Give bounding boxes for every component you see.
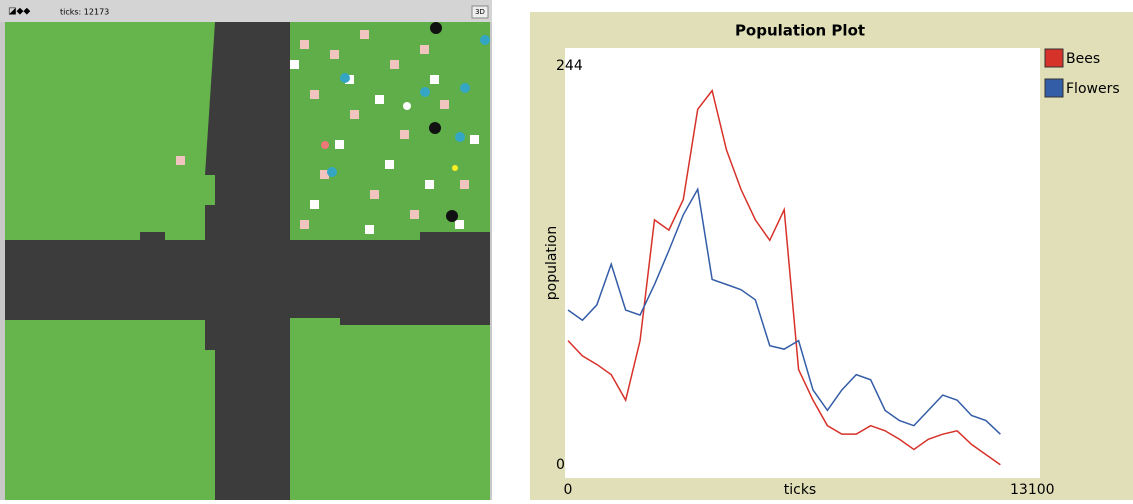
world-view: ◪◆◆ ticks: 12173 3D [0,0,492,500]
legend-swatch [1044,48,1064,68]
legend-swatch [1044,78,1064,98]
legend-label: Bees [1066,51,1100,67]
3d-button[interactable] [471,5,489,19]
x-tick-label: 13100 [1010,482,1055,498]
flowers [321,22,490,222]
legend-label: Flowers [1066,81,1120,97]
plot-area [565,48,1040,478]
3d-button-label[interactable]: 3D [475,8,485,16]
plot-title: Population Plot [735,22,865,40]
view-toolbar [0,0,492,22]
road [5,22,290,500]
y-tick-label: 0 [556,457,565,473]
garden [290,22,490,240]
patches [176,30,469,229]
y-tick-label: 244 [556,58,583,74]
series-line [567,88,1001,466]
road [290,232,490,325]
x-axis-label: ticks [784,482,816,498]
series-line [567,187,1001,435]
x-tick-label: 0 [564,482,573,498]
plot-widget: Population Plot ticks population [530,12,1133,500]
ticks-label: ticks: 12173 [60,8,109,17]
toolbar-icons: ◪◆◆ [8,7,30,17]
y-axis-label: population [544,226,560,301]
